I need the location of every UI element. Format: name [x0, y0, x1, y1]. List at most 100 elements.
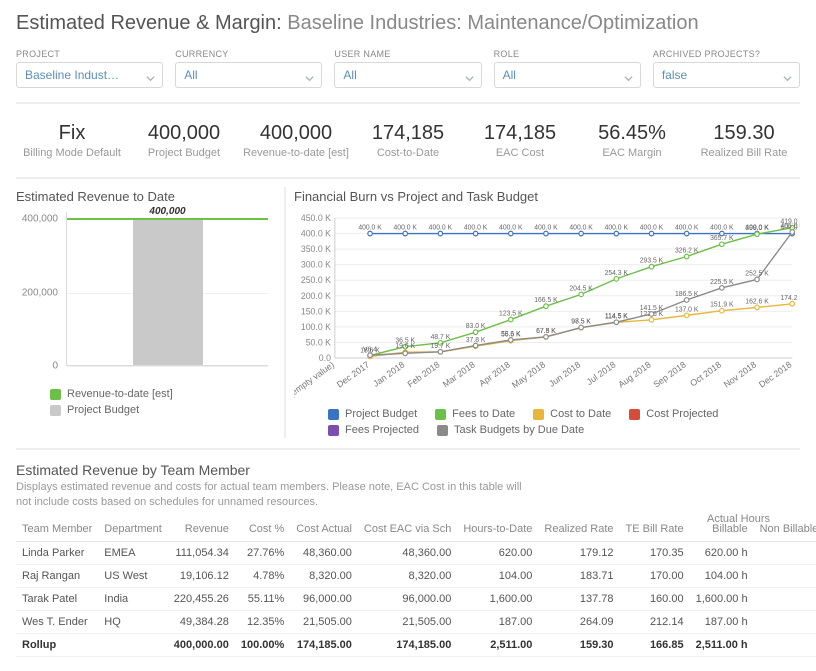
- svg-text:400.0 K: 400.0 K: [394, 224, 418, 231]
- table-cell: 27.76%: [235, 541, 290, 564]
- team-table-body: Linda ParkerEMEA111,054.3427.76%48,360.0…: [16, 541, 816, 656]
- svg-text:19.7 K: 19.7 K: [431, 343, 451, 350]
- legend-swatch: [50, 405, 61, 416]
- svg-text:19.6 K: 19.6 K: [395, 343, 415, 350]
- table-cell: 4.78%: [235, 564, 290, 587]
- table-header-cell[interactable]: Realized Rate: [538, 517, 619, 542]
- svg-text:254.3 K: 254.3 K: [605, 270, 629, 277]
- table-cell: 48,360.00: [290, 541, 358, 564]
- table-cell: Raj Rangan: [16, 564, 98, 587]
- table-cell: 174,185.00: [290, 633, 358, 656]
- bar-chart-legend: Revenue-to-date [est]Project Budget: [16, 382, 276, 418]
- table-cell: 2,511.00 h: [690, 633, 754, 656]
- table-cell: EMEA: [98, 541, 167, 564]
- svg-text:Oct 2018: Oct 2018: [688, 359, 723, 388]
- table-header-cell[interactable]: TE Bill Rate: [620, 517, 690, 542]
- table-cell: [754, 541, 816, 564]
- kpi-3: 174,185Cost-to-Date: [352, 122, 464, 159]
- svg-text:225.5 K: 225.5 K: [710, 279, 734, 286]
- bar-target-line: [67, 218, 268, 220]
- svg-text:162.6 K: 162.6 K: [745, 298, 769, 305]
- chevron-down-icon: [624, 72, 633, 86]
- filter-select[interactable]: All: [175, 62, 322, 88]
- svg-text:141.5 K: 141.5 K: [640, 305, 664, 312]
- filter-label: PROJECT: [16, 49, 163, 59]
- bar-target-label: 400,000: [149, 206, 185, 217]
- kpi-row: FixBilling Mode Default400,000Project Bu…: [16, 112, 800, 179]
- svg-text:98.5 K: 98.5 K: [571, 318, 591, 325]
- table-cell: 170.00: [620, 564, 690, 587]
- table-header-cell[interactable]: Hours-to-Date: [457, 517, 538, 542]
- kpi-value: Fix: [16, 122, 128, 145]
- filter-value: All: [343, 68, 356, 82]
- table-header-cell[interactable]: Cost %: [235, 517, 290, 542]
- table-header-cell[interactable]: Revenue: [168, 517, 235, 542]
- filter-value: Baseline Indust…: [25, 68, 119, 82]
- svg-text:200.0 K: 200.0 K: [301, 291, 331, 301]
- table-cell: [98, 633, 167, 656]
- legend-label: Fees Projected: [345, 424, 419, 436]
- table-cell: [754, 610, 816, 633]
- table-cell: 620.00: [457, 541, 538, 564]
- table-header-cell[interactable]: Cost Actual: [290, 517, 358, 542]
- charts-row: Estimated Revenue to Date 0200,000400,00…: [16, 179, 800, 450]
- table-cell: 183.71: [538, 564, 619, 587]
- kpi-label: Project Budget: [128, 147, 240, 159]
- table-cell: 48,360.00: [358, 541, 457, 564]
- kpi-6: 159.30Realized Bill Rate: [688, 122, 800, 159]
- kpi-label: EAC Cost: [464, 147, 576, 159]
- line-chart-legend: Project BudgetFees to DateCost to DateCo…: [294, 402, 800, 438]
- table-cell: Linda Parker: [16, 541, 98, 564]
- table-cell: 1,600.00: [457, 587, 538, 610]
- svg-text:May 2018: May 2018: [510, 359, 547, 390]
- filter-select[interactable]: All: [334, 62, 481, 88]
- table-cell: 55.11%: [235, 587, 290, 610]
- table-cell: Rollup: [16, 633, 98, 656]
- table-rollup-row[interactable]: Rollup400,000.00100.00%174,185.00174,185…: [16, 633, 816, 656]
- legend-swatch: [328, 409, 339, 420]
- table-cell: 100.00%: [235, 633, 290, 656]
- svg-text:Jan 2018: Jan 2018: [371, 359, 406, 389]
- table-cell: 8,320.00: [358, 564, 457, 587]
- table-cell: 96,000.00: [290, 587, 358, 610]
- svg-text:137.0 K: 137.0 K: [675, 306, 699, 313]
- table-row[interactable]: Wes T. EnderHQ49,384.2812.35%21,505.0021…: [16, 610, 816, 633]
- legend-swatch: [629, 409, 640, 420]
- svg-text:114.5 K: 114.5 K: [605, 313, 628, 320]
- table-row[interactable]: Raj RanganUS West19,106.124.78%8,320.008…: [16, 564, 816, 587]
- svg-text:151.9 K: 151.9 K: [710, 302, 734, 309]
- svg-text:Sep 2018: Sep 2018: [651, 359, 687, 389]
- chevron-down-icon: [305, 72, 314, 86]
- kpi-2: 400,000Revenue-to-date [est]: [240, 122, 352, 159]
- kpi-label: Cost-to-Date: [352, 147, 464, 159]
- kpi-label: Revenue-to-date [est]: [240, 147, 352, 159]
- svg-text:400.0 K: 400.0 K: [499, 224, 523, 231]
- team-table: Team MemberDepartmentRevenueCost %Cost A…: [16, 517, 816, 657]
- filter-select[interactable]: false: [653, 62, 800, 88]
- bar-chart-plot: 400,000: [66, 212, 268, 366]
- table-header-cell[interactable]: Cost EAC via Sch: [358, 517, 457, 542]
- table-header-cell[interactable]: Team Member: [16, 517, 98, 542]
- team-table-subtitle: Displays estimated revenue and costs for…: [16, 480, 536, 511]
- team-table-title: Estimated Revenue by Team Member: [16, 462, 800, 478]
- bar-ytick: 400,000: [22, 214, 58, 225]
- filter-3: ROLEAll: [494, 49, 641, 88]
- bar-chart-yaxis: 0200,000400,000: [16, 212, 62, 366]
- filter-select[interactable]: Baseline Indust…: [16, 62, 163, 88]
- svg-text:50.0 K: 50.0 K: [306, 337, 331, 347]
- table-row[interactable]: Tarak PatelIndia220,455.2655.11%96,000.0…: [16, 587, 816, 610]
- table-row[interactable]: Linda ParkerEMEA111,054.3427.76%48,360.0…: [16, 541, 816, 564]
- table-header-cell[interactable]: Department: [98, 517, 167, 542]
- table-cell: 19,106.12: [168, 564, 235, 587]
- table-cell: 264.09: [538, 610, 619, 633]
- svg-text:293.5 K: 293.5 K: [640, 258, 664, 265]
- filter-select[interactable]: All: [494, 62, 641, 88]
- svg-text:405.0 K: 405.0 K: [780, 223, 800, 230]
- line-chart-title: Financial Burn vs Project and Task Budge…: [294, 189, 800, 204]
- svg-text:Jun 2018: Jun 2018: [547, 359, 582, 389]
- legend-label: Fees to Date: [452, 408, 515, 420]
- table-cell: 220,455.26: [168, 587, 235, 610]
- legend-swatch: [435, 409, 446, 420]
- page-title: Estimated Revenue & Margin: Baseline Ind…: [16, 12, 800, 35]
- filter-value: All: [184, 68, 197, 82]
